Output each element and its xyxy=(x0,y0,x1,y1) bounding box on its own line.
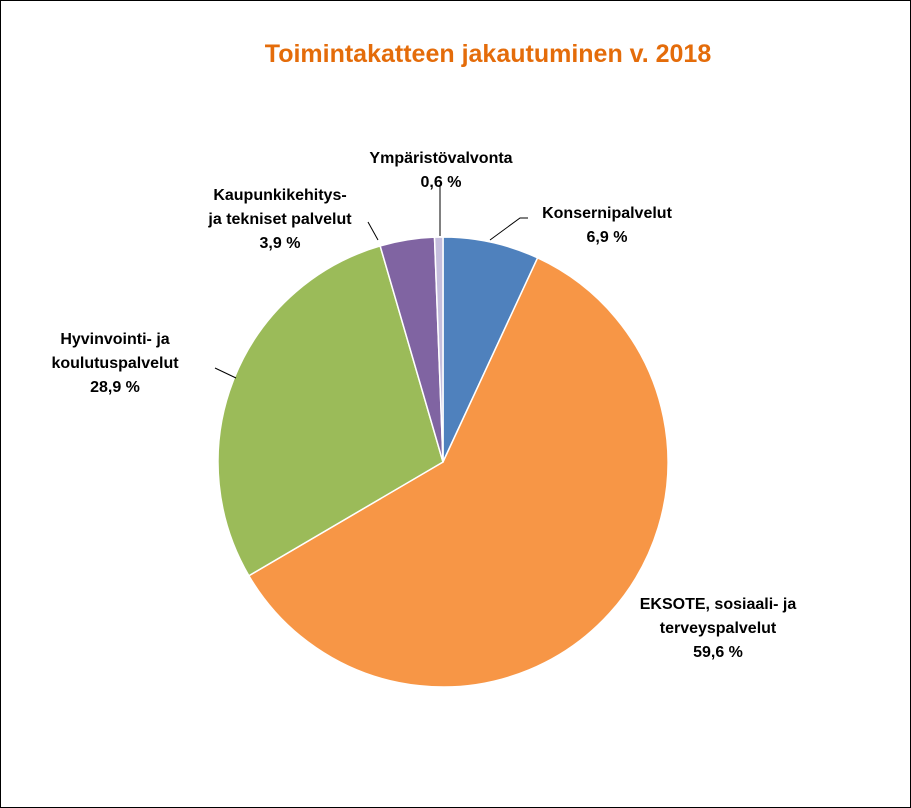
data-label-1: Konsernipalvelut 6,9 % xyxy=(542,205,672,246)
data-label-name: ja tekniset palvelut xyxy=(207,211,352,228)
data-label-value: 6,9 % xyxy=(587,229,628,246)
pie-slices xyxy=(217,236,669,688)
pie-slice-3 xyxy=(217,245,444,577)
chart-title: Toimintakatteen jakautuminen v. 2018 xyxy=(265,40,712,68)
leader-line-1 xyxy=(489,217,528,241)
leader-lines xyxy=(214,186,528,379)
data-label-value: 0,6 % xyxy=(421,174,462,191)
data-label-value: 59,6 % xyxy=(693,644,743,661)
data-label-5: Ympäristövalvonta 0,6 % xyxy=(369,150,512,191)
data-label-name: Ympäristövalvonta xyxy=(369,150,512,167)
data-label-3: Hyvinvointi- ja koulutuspalvelut 28,9 % xyxy=(51,331,179,396)
data-label-name: terveyspalvelut xyxy=(660,620,777,637)
data-label-name: Hyvinvointi- ja xyxy=(60,331,169,348)
data-label-value: 3,9 % xyxy=(260,235,301,252)
pie-slice-5 xyxy=(433,236,444,463)
data-label-4: Kaupunkikehitys-ja tekniset palvelut 3,9 … xyxy=(207,187,352,252)
leader-line-3 xyxy=(214,367,237,379)
data-label-value: 28,9 % xyxy=(90,379,140,396)
data-label-name: Konsernipalvelut xyxy=(542,205,672,222)
data-label-2: EKSOTE, sosiaali- ja terveyspalvelut 59,6 … xyxy=(640,596,797,661)
leader-line-4 xyxy=(367,221,379,241)
data-labels: Konsernipalvelut 6,9 % EKSOTE, sosiaali- j… xyxy=(51,150,796,661)
data-label-name: Kaupunkikehitys- xyxy=(213,187,346,204)
pie-slice-2 xyxy=(247,256,669,688)
data-label-name: koulutuspalvelut xyxy=(51,355,179,372)
data-label-name: EKSOTE, sosiaali- ja xyxy=(640,596,797,613)
